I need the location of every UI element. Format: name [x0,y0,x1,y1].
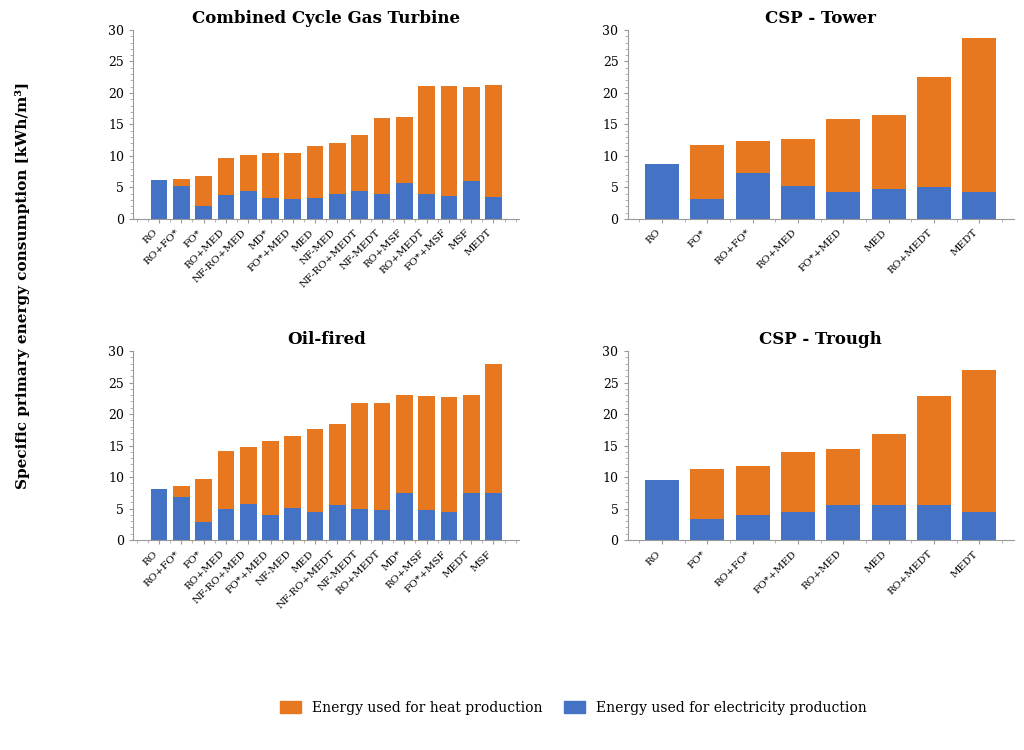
Bar [781,452,815,512]
Bar [440,196,458,219]
Bar [351,191,368,219]
Title: CSP - Trough: CSP - Trough [759,332,882,348]
Bar [173,497,189,540]
Bar [396,183,413,219]
Bar [485,85,502,196]
Bar [463,493,479,540]
Bar [351,134,368,191]
Bar [396,395,413,493]
Bar [329,506,346,540]
Bar [645,164,679,219]
Bar [217,158,234,195]
Bar [240,191,257,219]
Bar [217,451,234,509]
Bar [781,186,815,219]
Bar [690,200,724,219]
Bar [916,506,951,540]
Bar [173,487,189,497]
Bar [351,509,368,540]
Bar [307,146,324,198]
Bar [262,153,279,198]
Bar [374,510,390,540]
Bar [285,153,301,200]
Bar [329,424,346,506]
Bar [826,506,860,540]
Bar [735,466,770,514]
Bar [463,87,479,181]
Bar [916,188,951,219]
Bar [871,506,905,540]
Bar [307,512,324,540]
Bar [196,522,212,540]
Bar [285,436,301,508]
Bar [262,514,279,540]
Bar [963,512,996,540]
Bar [963,370,996,512]
Title: CSP - Tower: CSP - Tower [765,10,877,27]
Bar [418,396,435,511]
Bar [196,479,212,522]
Bar [240,448,257,504]
Bar [485,196,502,219]
Bar [963,38,996,192]
Bar [418,511,435,540]
Bar [963,192,996,219]
Bar [645,480,679,540]
Bar [485,364,502,493]
Bar [440,86,458,196]
Bar [351,404,368,508]
Bar [781,139,815,186]
Bar [374,194,390,219]
Bar [285,200,301,219]
Bar [485,493,502,540]
Bar [735,514,770,540]
Bar [735,142,770,173]
Title: Combined Cycle Gas Turbine: Combined Cycle Gas Turbine [193,10,460,27]
Bar [307,429,324,512]
Bar [196,206,212,219]
Bar [871,434,905,506]
Bar [690,519,724,540]
Bar [262,441,279,515]
Bar [329,143,346,194]
Bar [240,504,257,540]
Bar [916,397,951,506]
Text: Specific primary energy consumption [kWh/m³]: Specific primary energy consumption [kWh… [15,82,30,488]
Bar [374,404,390,510]
Bar [240,154,257,191]
Bar [173,186,189,219]
Bar [196,176,212,206]
Bar [173,179,189,186]
Legend: Energy used for heat production, Energy used for electricity production: Energy used for heat production, Energy … [274,695,872,721]
Bar [690,469,724,519]
Bar [463,181,479,219]
Bar [916,77,951,188]
Bar [440,397,458,512]
Bar [690,145,724,200]
Bar [285,508,301,540]
Bar [418,86,435,194]
Bar [396,493,413,540]
Bar [826,448,860,506]
Bar [463,395,479,493]
Bar [871,115,905,189]
Title: Oil-fired: Oil-fired [287,332,366,348]
Bar [374,118,390,194]
Bar [262,198,279,219]
Bar [329,194,346,219]
Bar [440,512,458,540]
Bar [396,117,413,183]
Bar [826,119,860,192]
Bar [735,173,770,219]
Bar [217,509,234,540]
Bar [871,189,905,219]
Bar [418,194,435,219]
Bar [151,489,167,540]
Bar [826,192,860,219]
Bar [151,180,167,219]
Bar [307,198,324,219]
Bar [781,512,815,540]
Bar [217,195,234,219]
